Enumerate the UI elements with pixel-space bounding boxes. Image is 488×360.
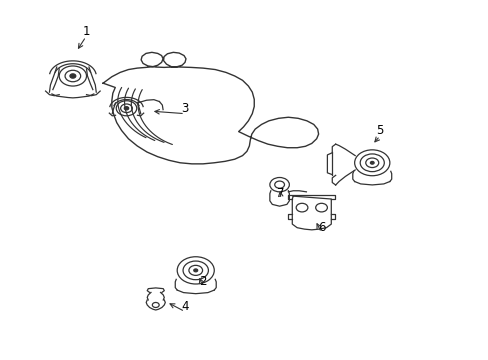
Text: 2: 2 [199, 275, 206, 288]
Text: 3: 3 [181, 102, 188, 115]
Text: 1: 1 [82, 25, 90, 38]
Text: 5: 5 [376, 124, 383, 137]
Text: 4: 4 [181, 300, 188, 313]
Circle shape [70, 74, 76, 78]
Circle shape [193, 269, 197, 272]
Text: 7: 7 [277, 187, 284, 200]
Circle shape [369, 161, 373, 164]
Circle shape [124, 107, 128, 110]
Text: 6: 6 [317, 221, 325, 234]
